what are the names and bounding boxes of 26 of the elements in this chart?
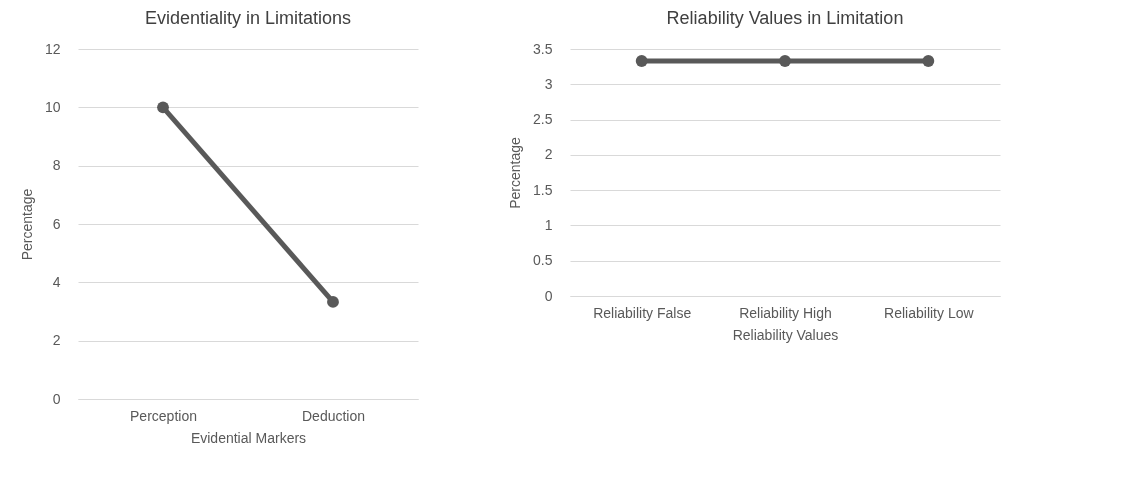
x-axis-title: Reliability Values bbox=[732, 326, 839, 343]
x-tick-label: Reliability False bbox=[593, 304, 692, 321]
y-tick-label: 6 bbox=[52, 215, 61, 232]
y-tick-label: 3.5 bbox=[533, 40, 553, 57]
y-tick-label: 0 bbox=[544, 287, 553, 304]
y-tick-label: 1 bbox=[544, 216, 553, 233]
y-tick-label: 3 bbox=[544, 75, 553, 92]
x-tick-label: Perception bbox=[130, 407, 197, 424]
y-tick-label: 12 bbox=[44, 40, 61, 57]
y-tick-label: 8 bbox=[52, 157, 61, 174]
y-tick-label: 1.5 bbox=[533, 181, 553, 198]
y-tick-label: 2 bbox=[544, 146, 553, 163]
y-tick-label: 2.5 bbox=[533, 111, 553, 128]
y-axis-title: Percentage bbox=[18, 188, 35, 261]
x-tick-label: Reliability High bbox=[739, 304, 832, 321]
chart-title: Reliability Values in Limitation bbox=[666, 8, 904, 28]
x-tick-label: Reliability Low bbox=[884, 304, 975, 321]
x-axis-title: Evidential Markers bbox=[190, 429, 307, 446]
y-tick-label: 0.5 bbox=[533, 252, 553, 269]
y-tick-label: 4 bbox=[52, 273, 61, 290]
y-tick-label: 10 bbox=[44, 98, 61, 115]
y-tick-label: 0 bbox=[52, 390, 61, 407]
y-tick-label: 2 bbox=[52, 332, 61, 349]
chart-title: Evidentiality in Limitations bbox=[144, 8, 352, 28]
x-tick-label: Deduction bbox=[301, 407, 366, 424]
y-axis-title: Percentage bbox=[507, 136, 524, 209]
